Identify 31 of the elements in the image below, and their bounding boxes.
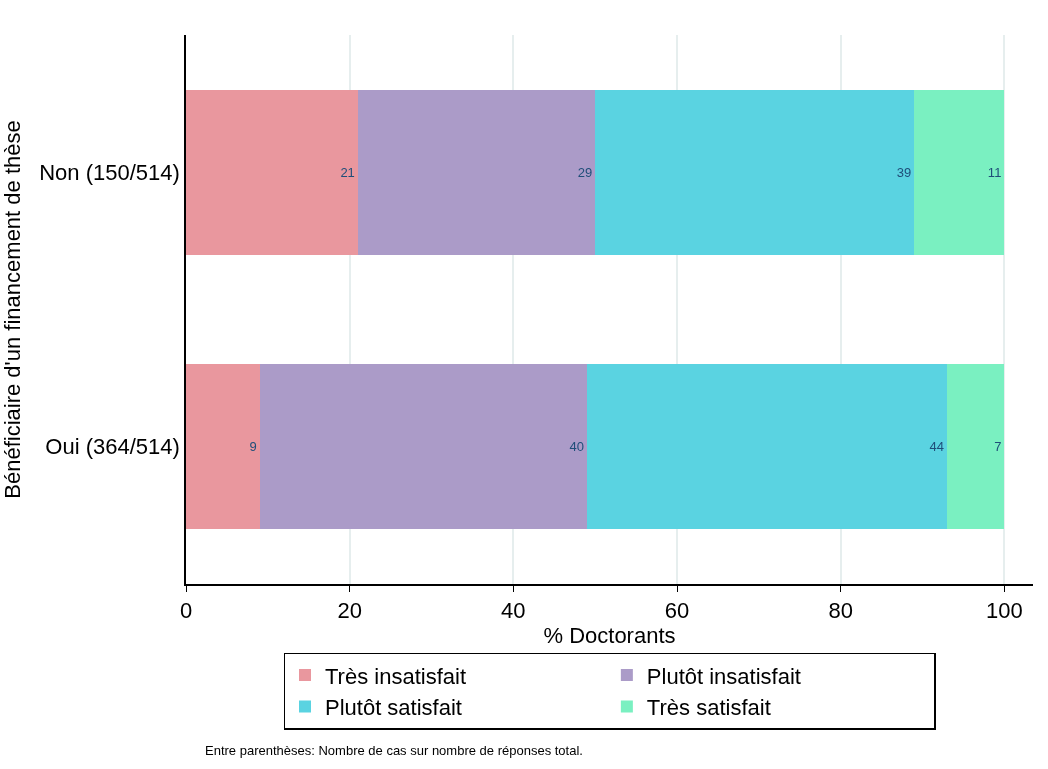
bar [186,89,358,255]
data-label: 29 [577,164,593,180]
bar [914,89,1005,255]
bar [587,364,948,530]
x-tick-label: 20 [337,598,362,624]
legend-label: Plutôt insatisfait [646,663,801,689]
legend-label: Plutôt satisfait [325,695,462,721]
data-label: 7 [994,439,1002,455]
text: Entre parenthèses: Nombre de cas sur nombre de réponses total. [205,743,583,758]
bar [186,364,260,530]
y-tick-label: Non (150/514) [39,159,180,185]
y-tick-label: Oui (364/514) [45,434,180,460]
data-label: 11 [987,164,1002,180]
x-tick-label: 0 [179,598,193,624]
data-label: 21 [340,164,355,180]
data-label: 40 [569,439,584,455]
data-label: 44 [929,439,945,455]
x-axis-title: % Doctorants [543,623,676,649]
y-axis-title: Bénéficiaire d'un financement de thèse [0,120,26,499]
bar [947,364,1005,530]
bar [595,89,915,255]
x-tick-label: 40 [501,598,526,624]
legend-label: Très insatisfait [325,663,467,689]
data-label: 39 [896,164,912,180]
bar [259,364,587,530]
data-label: 9 [249,439,257,455]
bar [357,89,596,255]
legend-label: Très satisfait [646,695,771,721]
x-tick-label: 80 [828,598,853,624]
x-tick-label: 100 [986,598,1023,624]
x-tick-label: 60 [664,598,690,624]
